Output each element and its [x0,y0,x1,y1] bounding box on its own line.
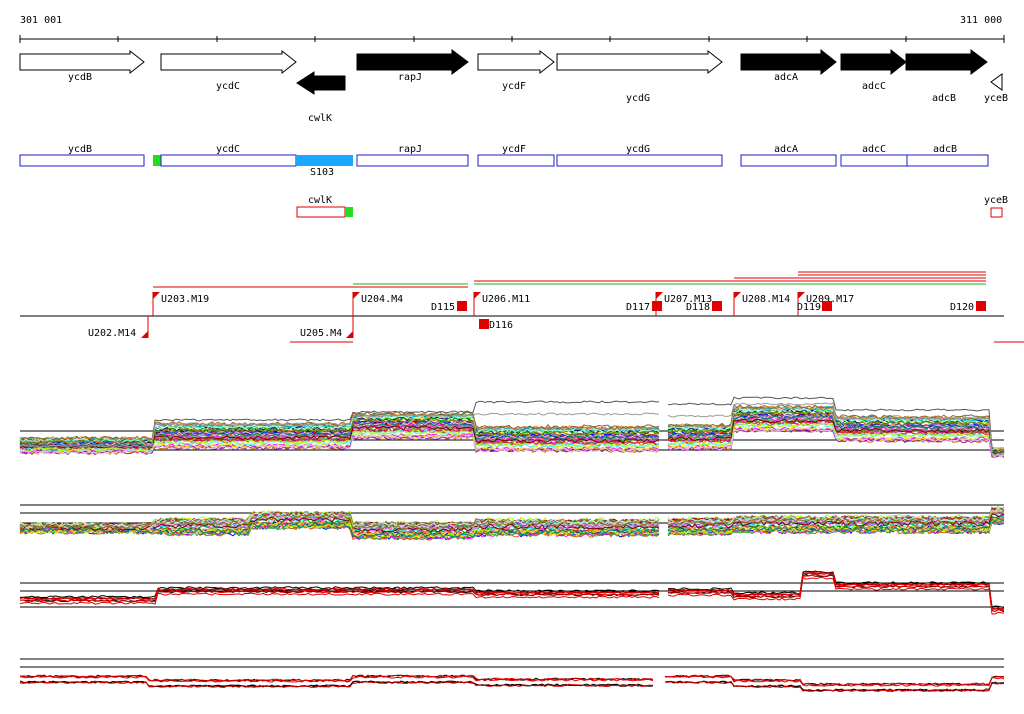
terminator-D117[interactable]: D117 [626,301,662,313]
upshift-label-U203: U203.M19 [161,294,209,305]
feature-box-adcB[interactable] [906,154,989,167]
feature2-box-yceB[interactable] [990,207,1003,218]
downshift-label-U205: U205.M4 [300,328,342,339]
green-marker [153,155,161,166]
feature-box-ycdF[interactable] [477,154,555,167]
feature-label-adcC: adcC [862,144,886,155]
gene-ycdG[interactable]: ycdG [556,49,723,104]
feature-label-rapJ: rapJ [398,144,422,155]
ruler-end-label: 311 000 [960,15,1002,26]
terminator-D115[interactable]: D115 [431,301,467,313]
feature2-label-cwlK: cwlK [308,195,332,206]
terminator-label-D117: D117 [626,302,650,313]
gene-label-yceB: yceB [984,93,1008,104]
terminator-D116[interactable]: D116 [479,319,513,331]
downshift-U205[interactable]: U205.M4 [290,316,354,343]
upshift-label-U209: U209.M17 [806,294,854,305]
terminator-label-D115: D115 [431,302,455,313]
gene-label-adcB: adcB [932,93,956,104]
feature-box-ycdG[interactable] [556,154,723,167]
feature-label-ycdB: ycdB [68,144,92,155]
feature-label-ycdG: ycdG [626,144,650,155]
upshift-U209[interactable]: U209.M17 [797,292,854,316]
upshift-U204[interactable]: U204.M4 [352,292,403,316]
gene-label-adcA: adcA [774,72,798,83]
feature-label-adcA: adcA [774,144,798,155]
feature2-box-cwlK[interactable] [296,206,346,218]
gene-label-ycdB: ycdB [68,72,92,83]
expression-panel-2 [19,504,1005,541]
gene-label-ycdF: ycdF [502,81,526,92]
terminator-D119[interactable]: D119 [797,301,832,313]
upshift-label-U208: U208.M14 [742,294,790,305]
feature-label-ycdC: ycdC [216,144,240,155]
gene-cwlK[interactable]: cwlK [296,71,346,124]
upshift-U203[interactable]: U203.M19 [152,292,209,316]
gene-track: ycdB ycdC cwlK rapJ ycdF ycdG adcA adcC [19,48,1008,124]
terminator-D120[interactable]: D120 [950,301,986,313]
gene-label-cwlK: cwlK [308,113,332,124]
terminator-D118[interactable]: D118 [686,301,722,313]
feature2-label-yceB: yceB [984,195,1008,206]
gene-ycdF[interactable]: ycdF [477,49,555,92]
feature-box-ycdC[interactable] [160,154,297,167]
upshift-label-U206: U206.M11 [482,294,530,305]
s103-label: S103 [310,167,334,178]
gene-yceB[interactable]: yceB [984,73,1008,104]
gene-label-ycdG: ycdG [626,93,650,104]
terminator-label-D118: D118 [686,302,710,313]
terminator-label-D119: D119 [797,302,821,313]
upshift-label-U204: U204.M4 [361,294,403,305]
gene-adcC[interactable]: adcC [840,48,907,92]
upshift-label-U207: U207.M13 [664,294,712,305]
gene-rapJ[interactable]: rapJ [356,49,469,83]
upshift-U208[interactable]: U208.M14 [733,292,790,316]
green-marker-2 [345,207,353,217]
feature-box-ycdB[interactable] [19,154,145,167]
terminator-label-D116: D116 [489,320,513,331]
gene-label-ycdC: ycdC [216,81,240,92]
feature-label-ycdF: ycdF [502,144,526,155]
terminator-label-D120: D120 [950,302,974,313]
expression-panel-3 [19,570,1005,615]
s103-bar[interactable] [296,155,353,166]
ruler: 301 001 311 000 [19,15,1005,43]
feature-track-1: ycdB ycdC S103 rapJ ycdF ycdG adcA adcC … [19,144,989,178]
gene-adcB[interactable]: adcB [905,49,988,104]
downshift-label-U202: U202.M14 [88,328,136,339]
gene-ycdB[interactable]: ycdB [19,49,145,83]
upshift-U206[interactable]: U206.M11 [473,292,530,316]
gene-label-rapJ: rapJ [398,72,422,83]
expression-panel-1 [19,396,1005,459]
feature-box-adcA[interactable] [740,154,837,167]
shift-track: U203.M19 U204.M4 U206.M11 U207.M13 U208.… [20,271,1024,343]
feature-label-adcB: adcB [933,144,957,155]
feature-box-rapJ[interactable] [356,154,469,167]
gene-label-adcC: adcC [862,81,886,92]
downshift-U202[interactable]: U202.M14 [88,316,149,339]
feature-track-2: cwlK yceB [296,195,1008,218]
ruler-ticks [19,35,1005,43]
gene-adcA[interactable]: adcA [740,48,837,83]
gene-ycdC[interactable]: ycdC [160,49,297,92]
ruler-start-label: 301 001 [20,15,62,26]
expression-panel-4 [19,658,1005,693]
feature-box-adcC[interactable] [840,154,908,167]
